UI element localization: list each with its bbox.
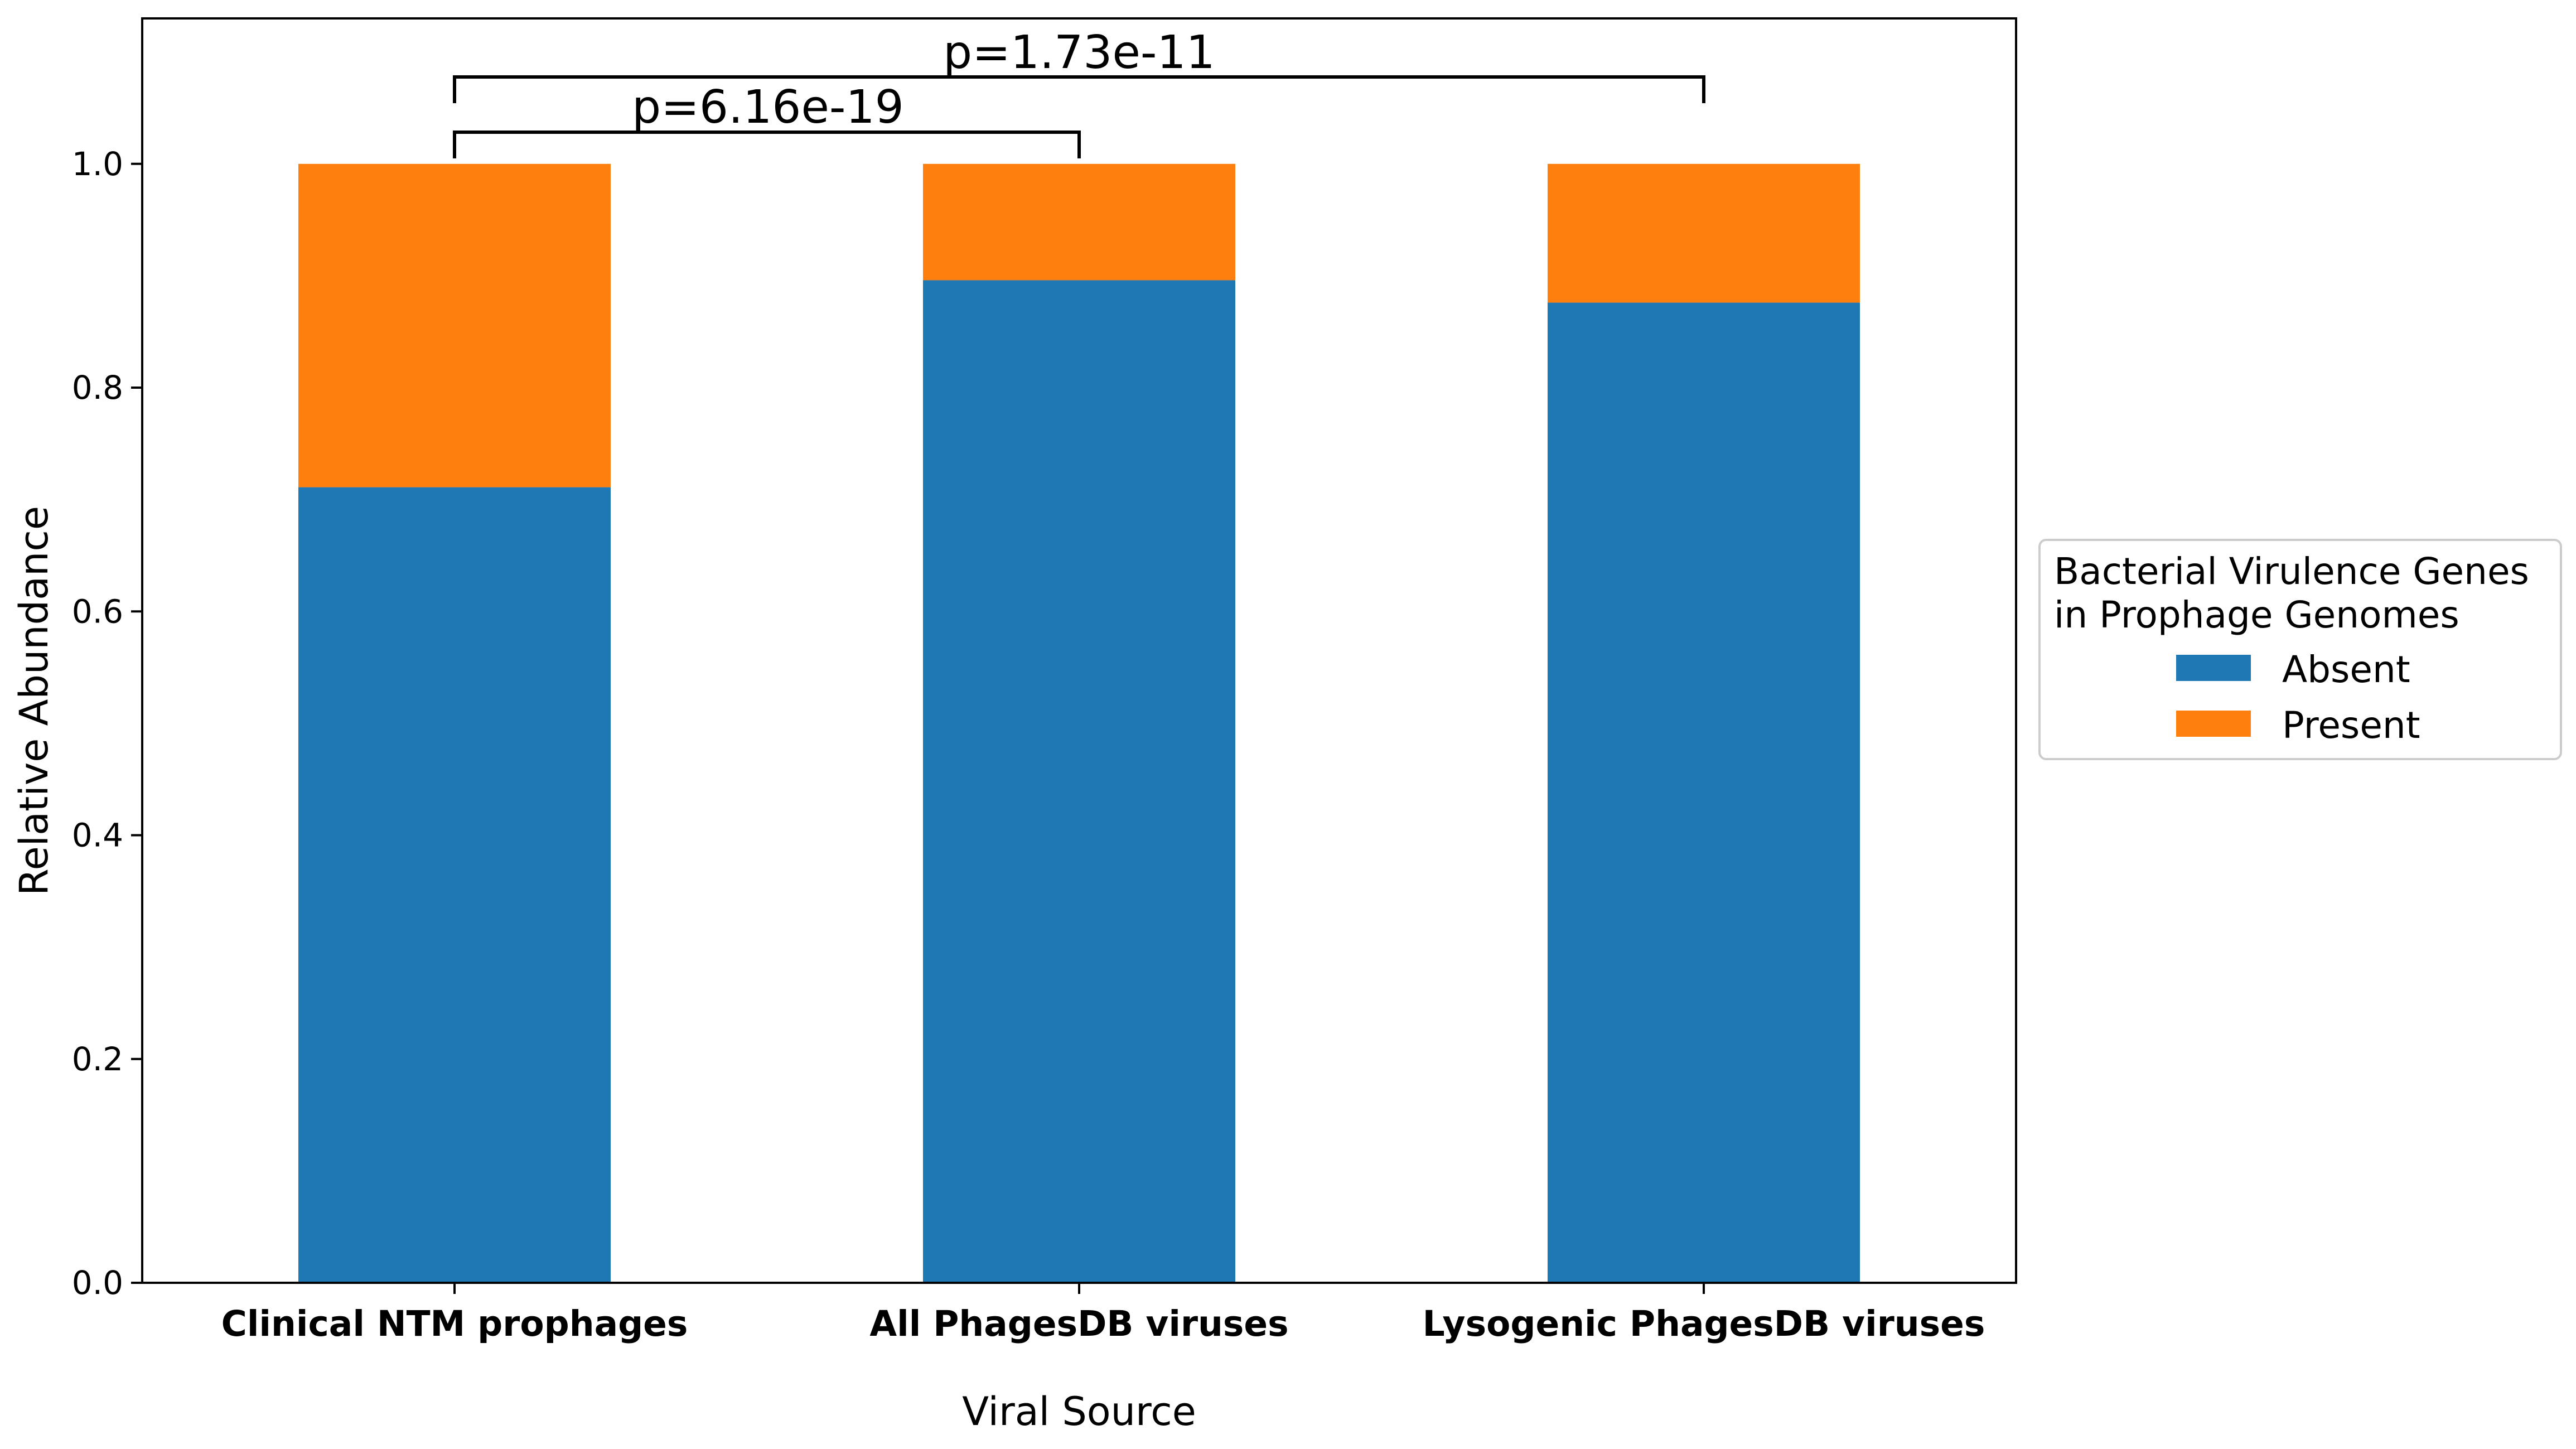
x-axis: Clinical NTM prophages All PhagesDB virus… <box>221 1283 1985 1344</box>
bracket-1 <box>453 75 1705 103</box>
y-axis-label: Relative Abundance <box>11 506 57 896</box>
bar-absent-0 <box>298 487 611 1283</box>
x-tick-label-1: All PhagesDB viruses <box>869 1303 1288 1344</box>
bars-group <box>298 163 1860 1283</box>
bar-present-0 <box>298 163 611 487</box>
legend-title-line-2: in Prophage Genomes <box>2054 593 2459 636</box>
bar-absent-1 <box>923 280 1235 1283</box>
bar-present-1 <box>923 163 1235 281</box>
x-axis-label: Viral Source <box>962 1389 1196 1434</box>
bracket-0 <box>453 131 1081 158</box>
p-value-label-1: p=1.73e-11 <box>943 26 1215 79</box>
bar-absent-2 <box>1548 302 1860 1283</box>
legend-title-line-1: Bacterial Virulence Genes <box>2054 550 2529 593</box>
legend-swatch-present <box>2176 711 2251 737</box>
x-tick-label-2: Lysogenic PhagesDB viruses <box>1423 1303 1985 1344</box>
p-value-label-0: p=6.16e-19 <box>632 81 904 134</box>
legend-box <box>2038 539 2562 760</box>
legend-swatch-absent <box>2176 655 2251 681</box>
y-tick-label-3: 0.6 <box>72 592 123 630</box>
legend-label-absent: Absent <box>2282 648 2410 691</box>
bar-present-2 <box>1548 163 1860 303</box>
y-tick-label-5: 1.0 <box>72 145 123 183</box>
y-tick-label-0: 0.0 <box>72 1264 123 1302</box>
y-tick-label-2: 0.4 <box>72 817 123 854</box>
x-tick-label-0: Clinical NTM prophages <box>221 1303 688 1344</box>
y-axis: 0.0 0.2 0.4 0.6 0.8 1.0 <box>72 145 142 1302</box>
significance-brackets: p=6.16e-19 p=1.73e-11 <box>453 26 1705 158</box>
y-tick-label-1: 0.2 <box>72 1040 123 1078</box>
legend: Bacterial Virulence Genes in Prophage Ge… <box>2038 539 2562 760</box>
legend-label-present: Present <box>2282 704 2420 747</box>
y-tick-label-4: 0.8 <box>72 369 123 407</box>
